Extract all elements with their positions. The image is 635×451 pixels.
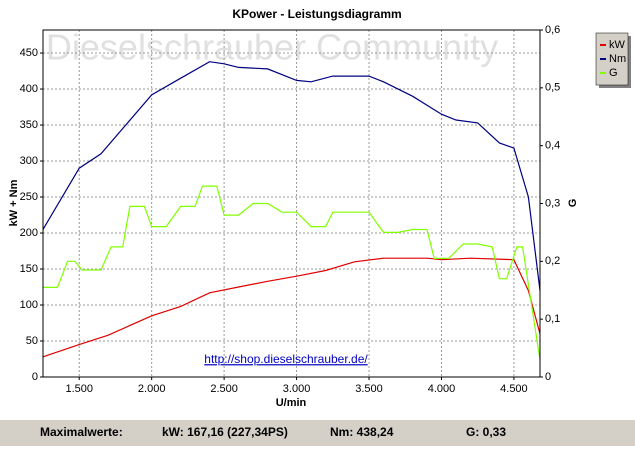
chart-title: KPower - Leistungsdiagramm <box>232 7 401 21</box>
footer-bar <box>0 420 635 446</box>
y2-tick-label: 0,3 <box>545 197 560 209</box>
footer-label: Maximalwerte: <box>40 425 123 439</box>
y-tick-label: 350 <box>20 119 38 131</box>
y-tick-label: 50 <box>26 335 38 347</box>
y2-tick-label: 0,2 <box>545 255 560 267</box>
series-line <box>42 61 541 291</box>
footer-g: G: 0,33 <box>466 425 506 439</box>
legend-label: Nm <box>609 53 626 65</box>
x-axis-label: U/min <box>276 397 307 409</box>
x-tick-label: 4.000 <box>428 383 456 395</box>
y2-tick-label: 0,6 <box>545 24 560 36</box>
legend-label: G <box>609 67 618 79</box>
x-tick-label: 2.500 <box>210 383 238 395</box>
series-line <box>42 257 541 358</box>
link[interactable]: http://shop.dieselschrauber.de/ <box>204 352 368 366</box>
x-tick-label: 3.500 <box>355 383 383 395</box>
legend-label: kW <box>609 39 626 51</box>
x-tick-label: 1.500 <box>65 383 93 395</box>
y-tick-label: 400 <box>20 83 38 95</box>
y2-tick-label: 0 <box>545 371 551 383</box>
series-line <box>43 185 541 360</box>
y2-tick-label: 0,4 <box>545 140 560 152</box>
x-tick-label: 2.000 <box>138 383 166 395</box>
y-tick-label: 300 <box>20 155 38 167</box>
y2-tick-label: 0,1 <box>545 313 560 325</box>
y-axis-label: kW + Nm <box>8 179 20 226</box>
x-tick-label: 3.000 <box>283 383 311 395</box>
y2-tick-label: 0,5 <box>545 82 560 94</box>
footer-kw: kW: 167,16 (227,34PS) <box>162 425 288 439</box>
y-tick-label: 200 <box>20 227 38 239</box>
watermark: Dieselschrauber Community <box>46 27 498 68</box>
footer-nm: Nm: 438,24 <box>330 425 394 439</box>
y-tick-label: 150 <box>20 263 38 275</box>
x-tick-label: 4.500 <box>500 383 528 395</box>
y-tick-label: 250 <box>20 191 38 203</box>
y-tick-label: 0 <box>32 371 38 383</box>
plot-frame <box>42 29 541 378</box>
y-tick-label: 450 <box>20 47 38 59</box>
y2-axis-label: G <box>567 199 579 208</box>
background <box>0 0 635 420</box>
y-tick-label: 100 <box>20 299 38 311</box>
